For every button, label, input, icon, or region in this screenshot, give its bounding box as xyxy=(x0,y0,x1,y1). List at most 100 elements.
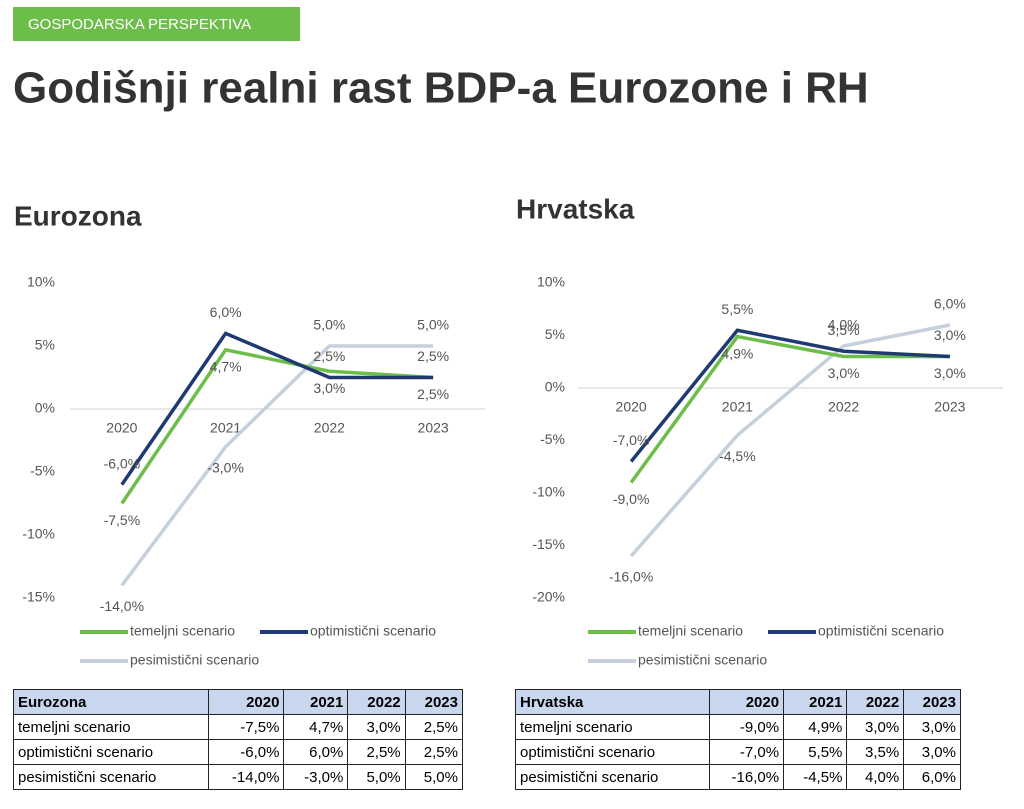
chart-title: Hrvatska xyxy=(516,193,635,224)
data-label: -6,0% xyxy=(104,455,141,471)
tag: GOSPODARSKA PERSPEKTIVA xyxy=(28,16,251,33)
data-table: Eurozona 2020 2021 2022 2023 temeljni scenari… xyxy=(12,689,464,790)
data-label: 4,9% xyxy=(721,345,753,361)
data-label: -3,0% xyxy=(207,460,244,476)
y-tick-label: -15% xyxy=(532,536,565,552)
table-cell: 5,5% xyxy=(783,739,848,765)
series-line xyxy=(629,328,950,463)
table-row: pesimistični scenario -14,0% -3,0% 5,0% 5,0% xyxy=(12,764,464,790)
table-cell: 2020 xyxy=(208,689,285,715)
y-tick-label: -10% xyxy=(22,526,55,542)
table-row: Eurozona 2020 2021 2022 2023 xyxy=(12,689,464,715)
y-tick-label: -20% xyxy=(532,589,565,605)
data-label: 5,5% xyxy=(721,301,753,317)
data-label: -16,0% xyxy=(609,569,653,585)
data-label: 3,0% xyxy=(313,380,345,396)
table-cell: 4,9% xyxy=(783,714,848,740)
table-cell: optimistični scenario xyxy=(515,739,710,765)
legend-label: temeljni scenario xyxy=(638,623,743,639)
data-label: 6,0% xyxy=(934,296,966,312)
table-cell: 3,5% xyxy=(846,739,905,765)
data-label: 4,0% xyxy=(828,317,860,333)
series-line xyxy=(629,323,951,558)
table-cell: 2021 xyxy=(783,689,848,715)
table-cell: 6,0% xyxy=(903,764,961,790)
data-label: -9,0% xyxy=(613,491,650,507)
x-tick-label: 2022 xyxy=(314,420,345,436)
table-cell: 2020 xyxy=(708,689,785,715)
table-cell: temeljni scenario xyxy=(12,714,210,740)
table-cell: 3,0% xyxy=(903,739,961,765)
table-cell: -6,0% xyxy=(208,739,285,765)
x-tick-label: 2021 xyxy=(210,420,241,436)
data-label: -7,5% xyxy=(104,512,141,528)
legend-label: pesimistični scenario xyxy=(638,652,767,668)
table-cell: 4,7% xyxy=(283,714,349,740)
table-cell: 2,5% xyxy=(404,739,464,765)
y-tick-label: -5% xyxy=(30,463,55,479)
y-tick-label: 5% xyxy=(545,326,565,342)
y-tick-label: 5% xyxy=(35,337,55,353)
table-cell: -14,0% xyxy=(208,764,285,790)
table-cell: temeljni scenario xyxy=(515,714,710,740)
y-tick-label: 0% xyxy=(545,379,565,395)
x-tick-label: 2023 xyxy=(934,399,965,415)
y-tick-label: 10% xyxy=(537,274,565,290)
series-line xyxy=(629,334,950,484)
table-cell: 5,0% xyxy=(347,764,406,790)
legend-label: optimistični scenario xyxy=(818,623,944,639)
data-label: -4,5% xyxy=(719,448,756,464)
data-label: 3,5% xyxy=(828,322,860,338)
chart-title: Eurozona xyxy=(14,200,142,231)
table-cell: pesimistični scenario xyxy=(515,764,710,790)
y-tick-label: -10% xyxy=(532,484,565,500)
data-label: -7,0% xyxy=(613,432,650,448)
table-cell: pesimistični scenario xyxy=(12,764,210,790)
table-row: temeljni scenario -7,5% 4,7% 3,0% 2,5% xyxy=(12,714,464,740)
data-label: 2,5% xyxy=(417,348,449,364)
x-tick-label: 2020 xyxy=(106,420,137,436)
table-cell: -9,0% xyxy=(708,714,785,740)
data-label: 3,0% xyxy=(934,365,966,381)
data-label: 5,0% xyxy=(417,317,449,333)
x-tick-label: 2020 xyxy=(616,399,647,415)
table-cell: 2,5% xyxy=(347,739,406,765)
legend-label: temeljni scenario xyxy=(130,623,235,639)
data-label: 2,5% xyxy=(313,348,345,364)
legend-label: pesimistični scenario xyxy=(130,652,259,668)
data-label: -14,0% xyxy=(100,598,144,614)
x-tick-label: 2021 xyxy=(722,399,753,415)
table-cell: optimistični scenario xyxy=(12,739,210,765)
table-cell: 2023 xyxy=(903,689,961,715)
title: Godišnji realni rast BDP-a Eurozone i RH xyxy=(13,64,869,113)
table-cell: 2022 xyxy=(846,689,905,715)
data-label: 4,7% xyxy=(210,358,242,374)
data-label: 3,0% xyxy=(934,327,966,343)
y-tick-label: -5% xyxy=(540,431,565,447)
table-cell: 3,0% xyxy=(846,714,905,740)
table-cell: 4,0% xyxy=(846,764,905,790)
data-label: 6,0% xyxy=(210,304,242,320)
table-cell: 2021 xyxy=(283,689,349,715)
table-cell: -16,0% xyxy=(708,764,785,790)
y-tick-label: -15% xyxy=(22,589,55,605)
series-line xyxy=(120,331,434,486)
tag-background xyxy=(13,7,300,41)
y-tick-label: 0% xyxy=(35,400,55,416)
table-row: optimistični scenario -6,0% 6,0% 2,5% 2,5% xyxy=(12,739,464,765)
legend-label: optimistični scenario xyxy=(310,623,436,639)
data-label: 3,0% xyxy=(828,365,860,381)
table-cell: -3,0% xyxy=(283,764,349,790)
table-cell: Hrvatska xyxy=(515,689,710,715)
table-cell: Eurozona xyxy=(12,689,210,715)
data-table: Hrvatska 2020 2021 2022 2023 temeljni scenari… xyxy=(515,689,961,790)
table-cell: 3,0% xyxy=(347,714,406,740)
table-cell: 2,5% xyxy=(404,714,464,740)
x-tick-label: 2023 xyxy=(418,420,449,436)
table-cell: 5,0% xyxy=(404,764,464,790)
x-tick-label: 2022 xyxy=(828,399,859,415)
table-row: temeljni scenario -9,0% 4,9% 3,0% 3,0% xyxy=(515,714,961,740)
table-row: Hrvatska 2020 2021 2022 2023 xyxy=(515,689,961,715)
